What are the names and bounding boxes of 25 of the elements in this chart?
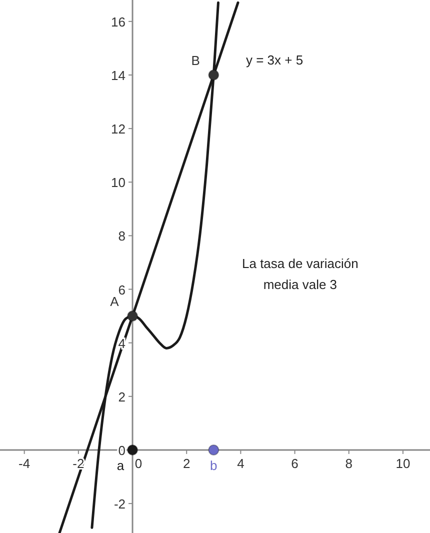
series-label: b (210, 458, 218, 473)
y-tick-label: 10 (111, 175, 126, 190)
x-tick-label: 6 (291, 456, 298, 471)
annotation: La tasa de variación media vale 3 (242, 256, 358, 292)
point (127, 444, 138, 456)
series-label: a (116, 458, 125, 473)
point (127, 310, 138, 322)
y-tick-label: 14 (111, 68, 126, 83)
y-tick-label: 6 (118, 282, 126, 298)
x-tick-label: 2 (182, 456, 190, 471)
x-tick-label: -4 (18, 456, 30, 471)
series-label: A (110, 294, 120, 310)
x-tick-label: 4 (237, 456, 244, 471)
series-label: B (191, 52, 200, 68)
y-tick-label: 8 (118, 228, 126, 244)
point (208, 444, 220, 456)
y-tick-label: 12 (111, 122, 126, 137)
x-tick-label: 8 (345, 456, 352, 471)
y-tick-label: 2 (118, 389, 126, 404)
point (208, 69, 220, 80)
y-tick-label: 16 (111, 14, 126, 30)
y-tick-label: -2 (114, 496, 126, 512)
x-tick-label: 10 (396, 456, 410, 471)
x-tick-label: 0 (134, 456, 142, 471)
series-label: y = 3x + 5 (246, 52, 304, 68)
